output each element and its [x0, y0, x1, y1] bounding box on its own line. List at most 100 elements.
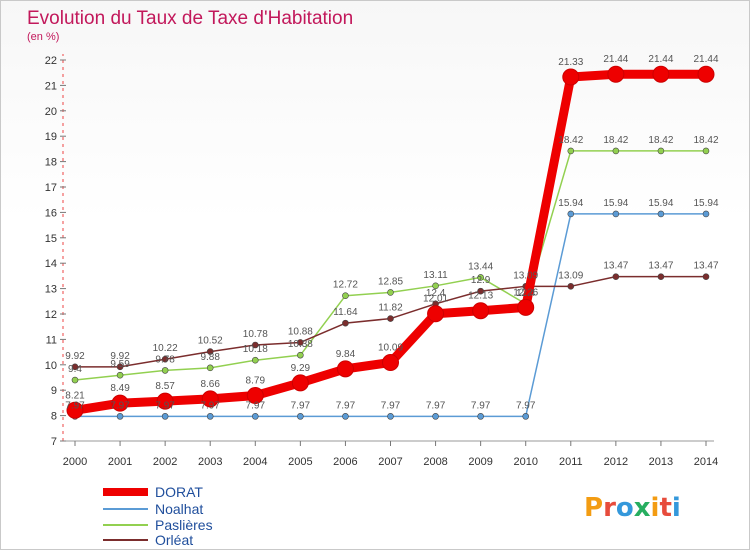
data-label: 12.4	[516, 288, 536, 299]
data-point	[71, 363, 79, 371]
x-tick-label: 2009	[468, 456, 492, 468]
data-point	[161, 355, 169, 363]
data-point	[652, 65, 670, 83]
x-tick-label: 2006	[333, 456, 357, 468]
x-tick-label: 2003	[198, 456, 222, 468]
y-tick-label: 21	[45, 80, 57, 92]
chart-subtitle: (en %)	[27, 31, 59, 43]
data-label: 8.49	[110, 383, 130, 394]
data-point	[612, 147, 620, 155]
data-label: 12.01	[423, 294, 448, 305]
legend-label: Orléat	[155, 532, 193, 548]
data-label: 7.97	[381, 400, 401, 411]
data-point	[342, 413, 349, 420]
data-label: 8.79	[246, 376, 266, 387]
data-point	[702, 210, 710, 218]
data-point	[657, 147, 665, 155]
y-tick-label: 10	[45, 360, 57, 372]
y-tick-label: 14	[45, 258, 57, 270]
data-point	[567, 283, 575, 290]
data-point	[472, 302, 490, 320]
data-label: 21.44	[693, 54, 718, 65]
y-tick-label: 18	[45, 157, 57, 169]
data-label: 13.47	[693, 261, 718, 272]
y-tick-label: 8	[51, 411, 57, 423]
data-point	[612, 210, 620, 218]
x-tick-label: 2014	[694, 456, 718, 468]
data-label: 9.92	[65, 351, 85, 362]
data-point	[251, 341, 259, 349]
data-label: 7.97	[65, 400, 85, 411]
data-label: 12.72	[333, 280, 358, 291]
x-tick-label: 2007	[378, 456, 402, 468]
data-label: 15.94	[693, 198, 718, 209]
y-tick-label: 13	[45, 284, 57, 296]
x-tick-label: 2012	[604, 456, 628, 468]
data-point	[657, 273, 665, 280]
data-point	[342, 319, 349, 327]
data-point	[297, 351, 304, 359]
legend-label: DORAT	[155, 484, 203, 500]
legend-label: Noalhat	[155, 501, 203, 517]
data-label: 12.85	[378, 276, 403, 287]
data-point	[297, 339, 304, 346]
data-point	[251, 413, 259, 420]
data-label: 10.38	[288, 339, 313, 350]
data-label: 10.18	[243, 344, 268, 355]
data-point	[387, 289, 394, 296]
data-label: 12.13	[468, 291, 493, 302]
data-label: 9.4	[68, 364, 82, 375]
data-label: 18.42	[648, 135, 673, 146]
data-point	[291, 374, 309, 392]
data-point	[297, 413, 304, 420]
data-point	[657, 210, 665, 218]
logo-text: Proxiti	[584, 493, 681, 523]
data-point	[387, 315, 394, 322]
data-point	[477, 287, 484, 295]
x-tick-label: 2013	[649, 456, 673, 468]
data-point	[702, 273, 710, 280]
data-label: 21.44	[603, 54, 628, 65]
data-label: 9.59	[110, 359, 130, 370]
data-label: 13.09	[513, 270, 538, 281]
legend-label: Paslières	[155, 517, 213, 533]
data-label: 7.97	[471, 400, 491, 411]
y-tick-label: 22	[45, 55, 57, 67]
data-point	[432, 413, 439, 420]
data-point	[116, 413, 124, 420]
data-point	[342, 292, 349, 300]
y-tick-label: 19	[45, 131, 57, 143]
data-point	[336, 360, 354, 378]
data-label: 11.64	[333, 307, 358, 318]
x-tick-label: 2002	[153, 456, 177, 468]
data-label: 9.78	[155, 354, 175, 365]
data-label: 21.33	[558, 57, 583, 68]
y-tick-label: 17	[45, 182, 57, 194]
data-label: 7.97	[291, 400, 311, 411]
data-point	[522, 413, 530, 420]
proxiti-logo: Proxiti	[584, 493, 681, 523]
data-point	[251, 356, 259, 364]
data-point	[116, 363, 124, 371]
data-point	[562, 68, 580, 86]
data-point	[66, 401, 84, 419]
data-label: 10.88	[288, 326, 313, 337]
data-label: 8.21	[65, 390, 85, 401]
x-tick-label: 2010	[513, 456, 537, 468]
y-tick-label: 11	[46, 334, 57, 346]
data-label: 7.97	[155, 400, 175, 411]
x-tick-label: 2011	[559, 456, 583, 468]
x-tick-label: 2004	[243, 456, 267, 468]
data-label: 9.84	[336, 349, 356, 360]
data-label: 18.42	[603, 135, 628, 146]
y-tick-label: 9	[51, 385, 57, 397]
y-tick-label: 16	[45, 207, 57, 219]
data-label: 11.82	[378, 303, 403, 314]
data-point	[432, 282, 439, 290]
data-point	[477, 413, 484, 420]
data-label: 8.66	[200, 379, 220, 390]
